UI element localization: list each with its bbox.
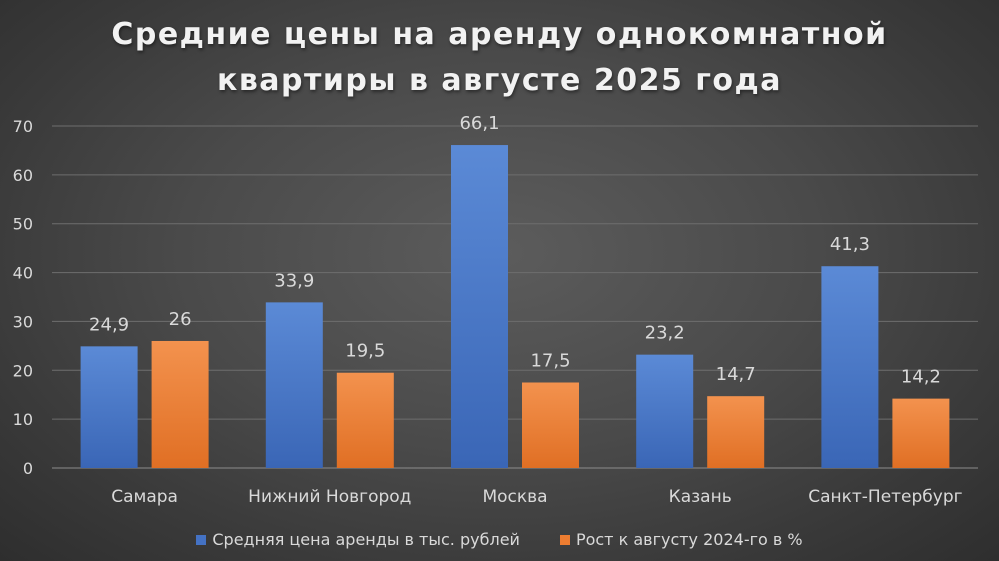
data-label-price-3: 23,2 <box>645 323 685 344</box>
data-label-price-1: 33,9 <box>274 270 314 291</box>
data-label-growth-0: 26 <box>169 309 192 330</box>
bar-growth-1 <box>336 372 394 468</box>
legend-item-growth: Рост к августу 2024-го в % <box>559 530 803 549</box>
bar-price-2 <box>451 145 508 468</box>
legend-swatch-price <box>196 534 207 545</box>
data-label-growth-1: 19,5 <box>345 341 385 362</box>
legend-swatch-growth <box>559 534 570 545</box>
data-label-price-2: 66,1 <box>459 113 499 134</box>
legend-item-price: Средняя цена аренды в тыс. рублей <box>196 530 520 549</box>
bar-price-1 <box>265 302 323 468</box>
x-tick-label-3: Казань <box>669 487 732 507</box>
bar-growth-0 <box>151 340 209 468</box>
bar-price-4 <box>821 266 879 468</box>
chart-title-line-1: Средние цены на аренду однокомнатной <box>111 17 888 52</box>
legend: Средняя цена аренды в тыс. рублей Рост к… <box>0 530 999 549</box>
x-tick-label-1: Нижний Новгород <box>248 487 411 507</box>
bar-growth-4 <box>892 398 950 468</box>
data-label-price-4: 41,3 <box>830 234 870 255</box>
y-tick-label-30: 30 <box>13 312 33 331</box>
y-tick-label-20: 20 <box>13 361 33 380</box>
legend-label-price: Средняя цена аренды в тыс. рублей <box>212 530 520 549</box>
y-tick-label-50: 50 <box>13 215 33 234</box>
bar-price-0 <box>80 346 138 468</box>
chart-title: Средние цены на аренду однокомнатной ква… <box>0 12 999 104</box>
legend-label-growth: Рост к августу 2024-го в % <box>575 530 803 549</box>
x-tick-label-4: Санкт-Петербург <box>808 487 962 507</box>
bar-growth-3 <box>707 396 765 468</box>
y-tick-label-60: 60 <box>13 166 33 185</box>
data-label-growth-2: 17,5 <box>530 351 570 372</box>
bar-price-3 <box>636 354 694 468</box>
y-tick-label-10: 10 <box>13 410 33 429</box>
bar-growth-2 <box>522 382 579 468</box>
y-tick-label-0: 0 <box>23 459 33 478</box>
data-label-price-0: 24,9 <box>89 314 129 335</box>
x-tick-label-0: Самара <box>111 487 178 507</box>
y-tick-label-70: 70 <box>13 117 33 136</box>
y-tick-label-40: 40 <box>13 264 33 283</box>
data-label-growth-4: 14,2 <box>901 367 941 388</box>
data-label-growth-3: 14,7 <box>716 364 756 385</box>
chart-title-line-2: квартиры в августе 2025 года <box>216 63 783 98</box>
x-tick-label-2: Москва <box>482 487 547 507</box>
